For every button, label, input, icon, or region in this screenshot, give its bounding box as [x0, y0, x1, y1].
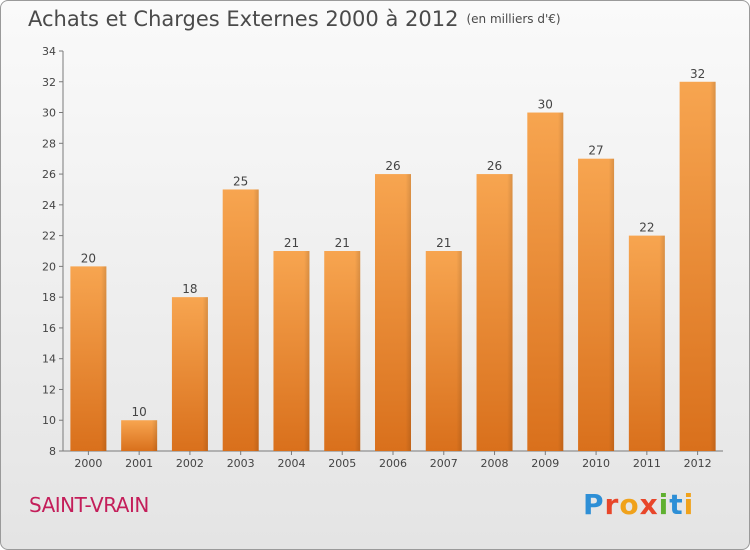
y-tick-label: 26: [42, 168, 56, 181]
bar-value-label: 26: [487, 159, 502, 173]
bar-shade: [628, 235, 665, 451]
bar-shade: [222, 189, 259, 451]
bar-shade: [324, 251, 361, 451]
bar-shade: [70, 266, 107, 451]
chart-title: Achats et Charges Externes 2000 à 2012 (e…: [28, 7, 561, 31]
y-tick-label: 10: [42, 414, 56, 427]
x-tick-label: 2005: [328, 457, 356, 470]
unit-label: (en milliers d'€): [466, 12, 561, 26]
bar-shade: [171, 297, 208, 451]
logo-letter: i: [658, 488, 670, 521]
y-tick-label: 30: [42, 107, 56, 120]
x-tick-label: 2003: [227, 457, 255, 470]
x-tick-label: 2006: [379, 457, 407, 470]
y-tick-label: 12: [42, 383, 56, 396]
x-tick-label: 2009: [531, 457, 559, 470]
bar-value-label: 20: [81, 251, 96, 265]
x-tick-label: 2000: [74, 457, 102, 470]
logo-letter: P: [583, 488, 605, 521]
y-tick-label: 20: [42, 260, 56, 273]
logo-letter: t: [669, 488, 684, 521]
bar-shade: [527, 112, 564, 452]
y-tick-label: 22: [42, 230, 56, 243]
x-tick-label: 2010: [582, 457, 610, 470]
y-tick-label: 32: [42, 76, 56, 89]
bar-shade: [273, 251, 310, 451]
y-tick-label: 18: [42, 291, 56, 304]
logo-letter: i: [683, 488, 695, 521]
title-text: Achats et Charges Externes 2000 à 2012: [28, 7, 459, 31]
bar-shade: [476, 174, 513, 452]
x-tick-label: 2007: [430, 457, 458, 470]
x-tick-label: 2002: [176, 457, 204, 470]
bar-shade: [375, 174, 411, 452]
logo-letter: o: [619, 488, 640, 521]
x-tick-label: 2004: [277, 457, 305, 470]
bar-value-label: 26: [385, 159, 400, 173]
bar-value-label: 18: [182, 282, 197, 296]
y-tick-label: 16: [42, 322, 56, 335]
bar-value-label: 22: [639, 221, 654, 235]
x-tick-label: 2011: [633, 457, 661, 470]
bar-value-label: 27: [588, 144, 603, 158]
bar-value-label: 32: [690, 67, 705, 81]
bar-value-label: 10: [132, 405, 147, 419]
bar-shade: [121, 420, 158, 451]
bar-value-label: 21: [436, 236, 451, 250]
bar-value-label: 25: [233, 174, 248, 188]
bar-value-label: 21: [335, 236, 350, 250]
proxiti-logo[interactable]: Proxiti: [583, 488, 694, 521]
x-tick-label: 2008: [481, 457, 509, 470]
y-tick-label: 34: [42, 45, 56, 58]
bar-shade: [578, 158, 615, 451]
logo-letter: r: [604, 488, 620, 521]
x-tick-label: 2001: [125, 457, 153, 470]
bar-value-label: 21: [284, 236, 299, 250]
y-tick-label: 28: [42, 137, 56, 150]
x-tick-label: 2012: [684, 457, 712, 470]
logo-letter: x: [639, 488, 659, 521]
bar-value-label: 30: [538, 98, 553, 112]
bar-shade: [425, 251, 462, 451]
city-name: SAINT-VRAIN: [29, 493, 149, 517]
bar-shade: [679, 81, 716, 452]
y-tick-label: 8: [49, 445, 56, 458]
y-tick-label: 24: [42, 199, 56, 212]
y-tick-label: 14: [42, 353, 56, 366]
